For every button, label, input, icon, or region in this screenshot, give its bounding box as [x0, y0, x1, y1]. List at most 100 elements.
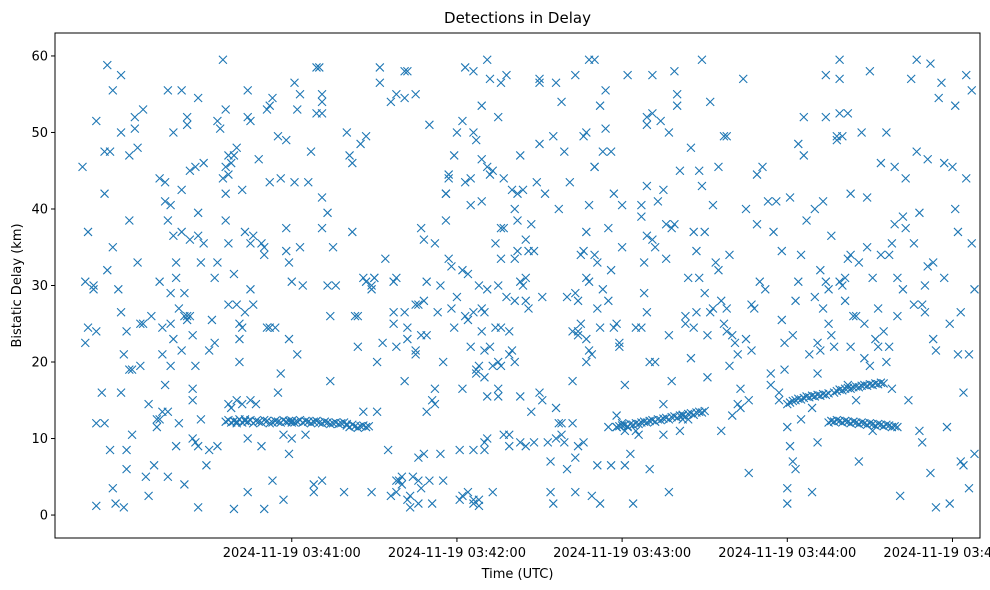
data-point-x-marker: [868, 273, 878, 283]
data-point-x-marker: [334, 419, 343, 429]
data-point-x-marker: [653, 196, 663, 206]
data-point-x-marker: [686, 353, 696, 363]
data-point-x-marker: [235, 357, 244, 367]
data-point-x-marker: [287, 277, 297, 287]
data-point-x-marker: [482, 284, 492, 294]
data-point-x-marker: [581, 227, 591, 237]
data-point-x-marker: [923, 154, 933, 164]
data-point-x-marker: [667, 223, 677, 233]
data-point-x-marker: [284, 334, 294, 344]
data-point-x-marker: [290, 418, 299, 427]
data-point-x-marker: [436, 281, 445, 290]
data-point-x-marker: [606, 460, 616, 470]
data-point-x-marker: [345, 151, 354, 160]
data-point-x-marker: [273, 417, 283, 427]
data-point-x-marker: [411, 346, 421, 355]
data-point-x-marker: [215, 124, 225, 134]
series-4: [612, 406, 710, 432]
data-point-x-marker: [246, 116, 255, 126]
data-point-x-marker: [901, 173, 911, 183]
data-point-x-marker: [926, 59, 935, 68]
data-point-x-marker: [521, 296, 531, 306]
data-point-x-marker: [177, 185, 187, 195]
data-point-x-marker: [210, 273, 220, 283]
data-point-x-marker: [760, 284, 770, 294]
data-point-x-marker: [703, 372, 712, 382]
data-point-x-marker: [323, 281, 332, 290]
data-point-x-marker: [601, 85, 610, 95]
data-point-x-marker: [314, 63, 324, 72]
data-point-x-marker: [614, 421, 624, 431]
data-point-x-marker: [353, 423, 363, 433]
data-point-x-marker: [837, 385, 847, 395]
data-point-x-marker: [83, 227, 93, 237]
data-point-x-marker: [469, 66, 478, 76]
data-point-x-marker: [166, 319, 176, 329]
data-point-x-marker: [804, 349, 814, 359]
data-point-x-marker: [631, 426, 641, 436]
data-point-x-marker: [518, 281, 528, 290]
data-point-x-marker: [188, 384, 198, 394]
data-point-x-marker: [675, 166, 685, 176]
data-point-x-marker: [168, 334, 178, 344]
data-point-x-marker: [648, 235, 657, 244]
data-point-x-marker: [166, 288, 176, 298]
data-point-x-marker: [152, 415, 162, 424]
data-point-x-marker: [648, 108, 657, 118]
data-point-x-marker: [411, 349, 421, 359]
data-point-x-marker: [664, 487, 674, 497]
data-point-x-marker: [235, 334, 244, 344]
data-point-x-marker: [458, 384, 467, 394]
data-point-x-marker: [342, 128, 352, 137]
data-points: [78, 55, 979, 514]
data-point-x-marker: [857, 418, 867, 427]
data-point-x-marker: [141, 472, 151, 482]
data-point-x-marker: [213, 116, 222, 126]
data-point-x-marker: [557, 418, 566, 428]
data-point-x-marker: [595, 323, 605, 332]
data-point-x-marker: [504, 327, 514, 336]
data-point-x-marker: [411, 89, 421, 99]
data-point-x-marker: [642, 181, 652, 191]
data-point-x-marker: [612, 411, 621, 420]
data-point-x-marker: [953, 349, 963, 359]
data-point-x-marker: [168, 231, 178, 241]
data-point-x-marker: [369, 273, 379, 283]
data-point-x-marker: [438, 476, 448, 486]
data-point-x-marker: [427, 395, 437, 405]
data-point-x-marker: [840, 416, 850, 426]
data-point-x-marker: [155, 415, 165, 424]
data-point-x-marker: [573, 330, 583, 340]
data-point-x-marker: [100, 189, 109, 199]
data-point-x-marker: [127, 365, 137, 375]
data-point-x-marker: [116, 388, 126, 398]
data-point-x-marker: [488, 166, 498, 176]
data-point-x-marker: [570, 453, 580, 463]
data-point-x-marker: [620, 380, 630, 390]
data-point-x-marker: [504, 441, 514, 451]
data-point-x-marker: [259, 250, 269, 260]
data-point-x-marker: [970, 284, 979, 294]
data-point-x-marker: [609, 189, 619, 199]
data-point-x-marker: [829, 342, 839, 352]
data-point-x-marker: [482, 392, 492, 401]
data-point-x-marker: [928, 334, 938, 344]
data-point-x-marker: [612, 422, 621, 432]
data-point-x-marker: [124, 151, 134, 160]
data-point-x-marker: [171, 441, 181, 451]
data-point-x-marker: [882, 357, 891, 367]
data-point-x-marker: [204, 445, 214, 455]
data-point-x-marker: [133, 258, 142, 267]
data-point-x-marker: [91, 418, 101, 428]
data-point-x-marker: [232, 395, 242, 405]
data-point-x-marker: [835, 108, 844, 118]
data-point-x-marker: [380, 254, 390, 264]
data-point-x-marker: [325, 311, 335, 321]
data-point-x-marker: [91, 501, 101, 511]
data-point-x-marker: [898, 212, 908, 222]
x-tick-label: 2024-11-19 03:42:00: [388, 546, 526, 561]
data-point-x-marker: [529, 437, 539, 447]
data-point-x-marker: [840, 296, 850, 306]
data-point-x-marker: [515, 437, 525, 447]
data-point-x-marker: [496, 254, 506, 264]
